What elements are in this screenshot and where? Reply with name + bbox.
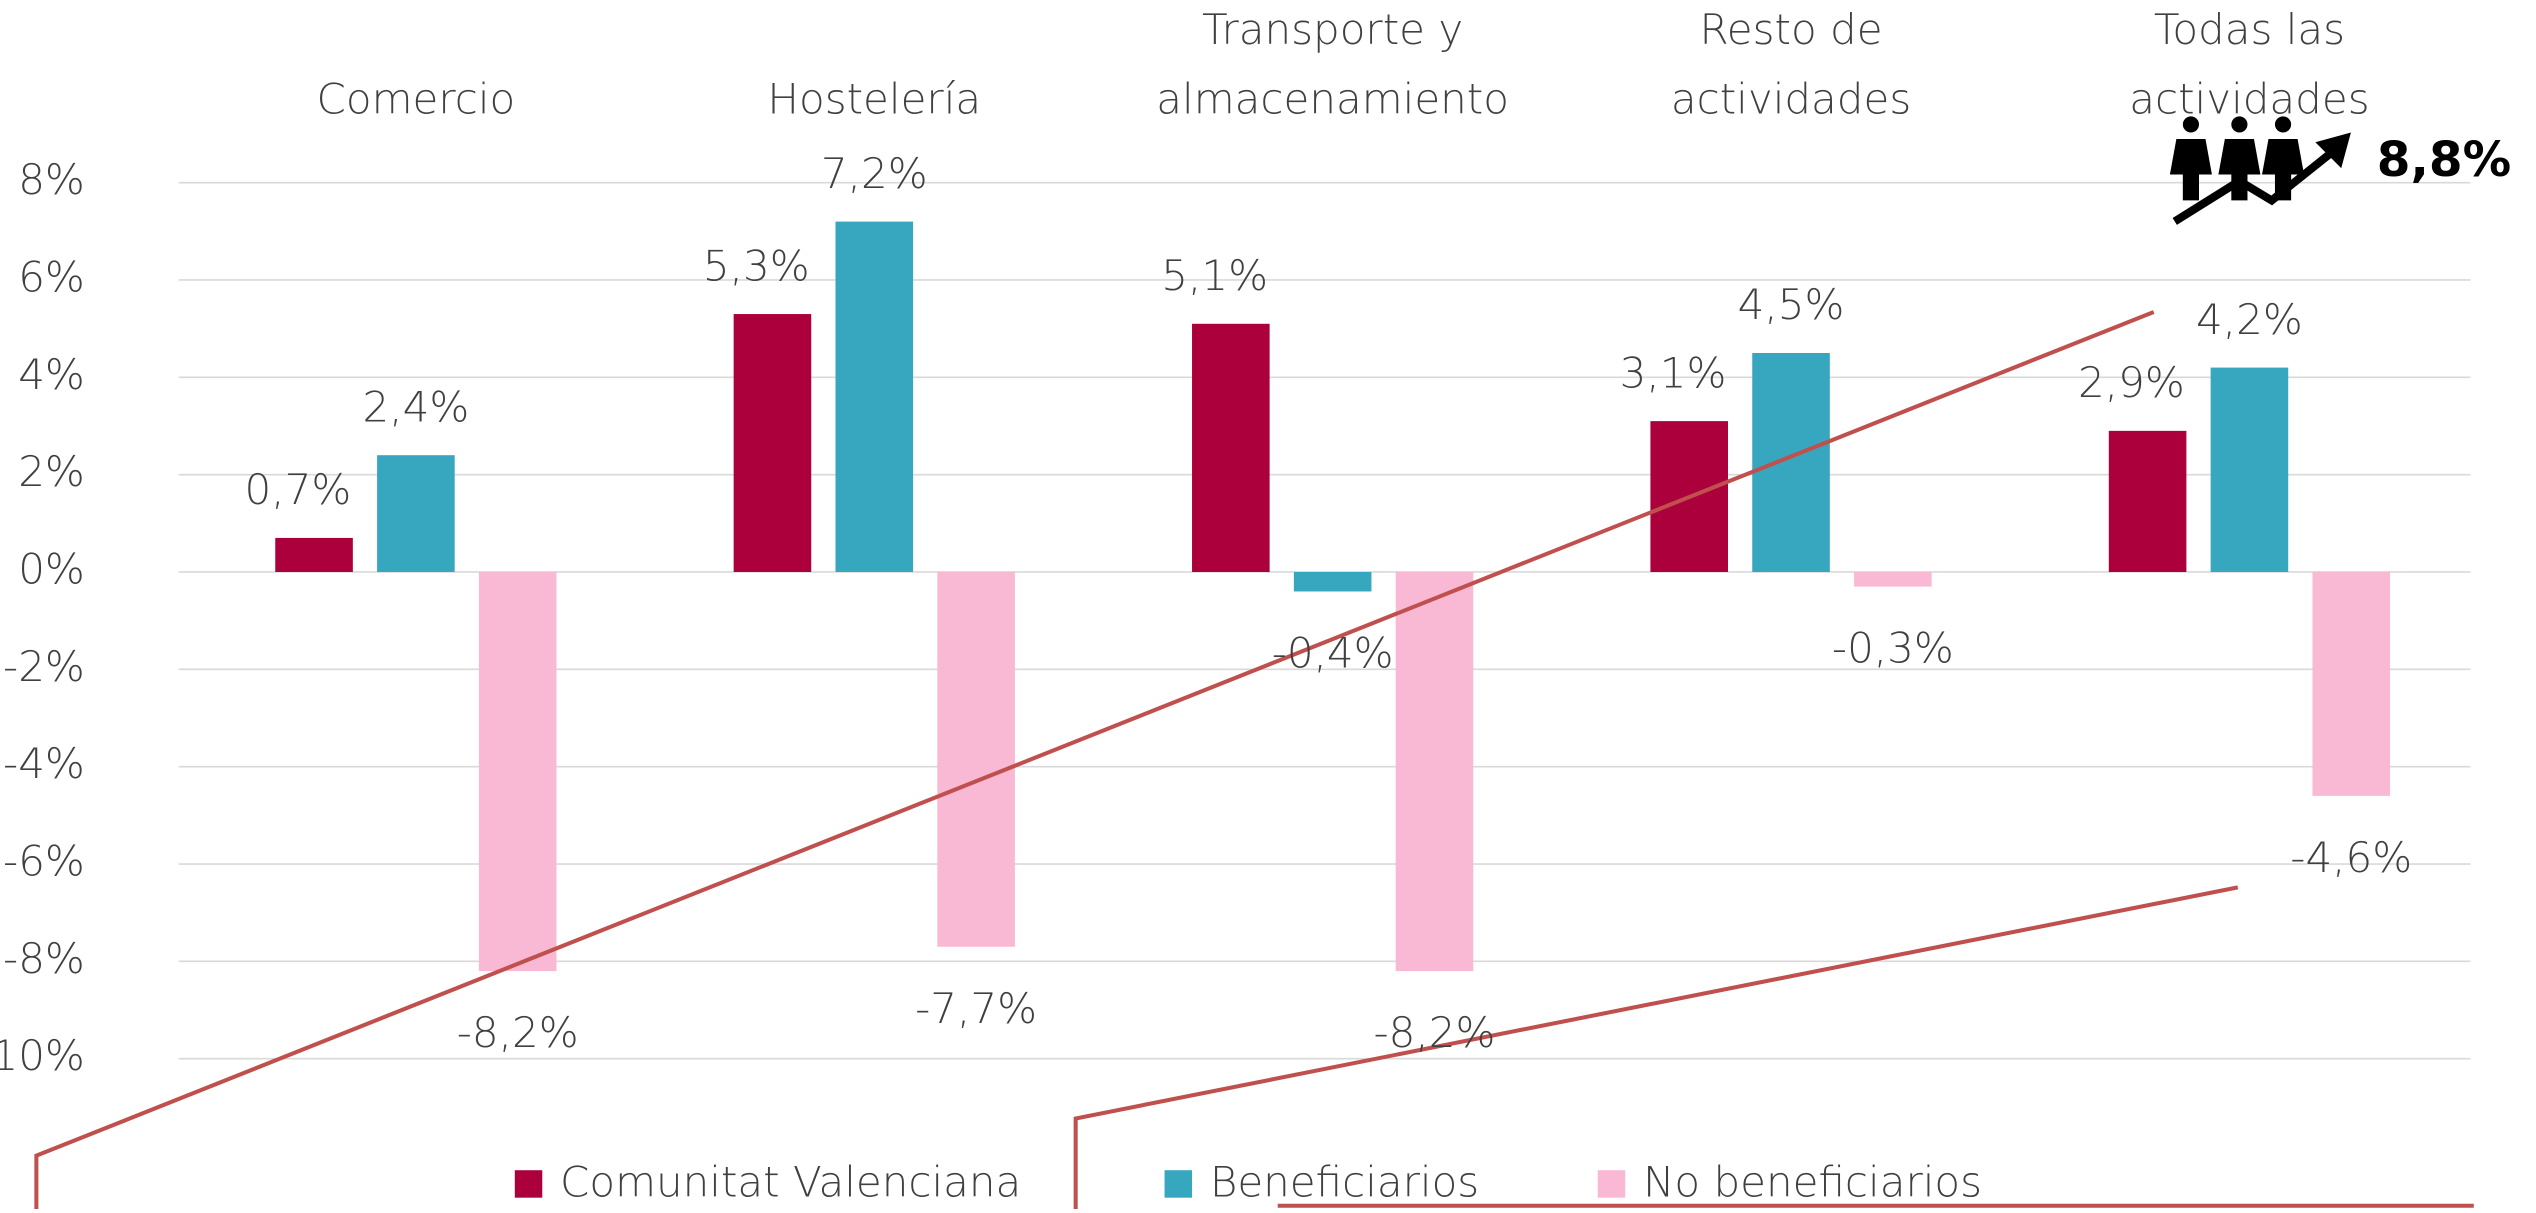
data-label: -0,4% xyxy=(1272,629,1394,678)
legend-label: No beneficiarios xyxy=(1643,1157,1982,1206)
icon-body xyxy=(2169,139,2212,201)
bar xyxy=(1293,571,1372,592)
legend-label: Beneficiarios xyxy=(1210,1157,1479,1206)
bar xyxy=(937,571,1015,947)
x-category-label: almacenamiento xyxy=(1156,74,1509,123)
bar xyxy=(275,537,353,572)
bar xyxy=(2210,367,2289,572)
icon-body xyxy=(2262,139,2305,201)
bar xyxy=(478,571,557,972)
y-tick-label: 0% xyxy=(18,544,85,593)
bars xyxy=(275,221,2391,972)
y-tick-label: -10% xyxy=(0,1031,85,1080)
data-label: 4,5% xyxy=(1738,280,1845,329)
bar xyxy=(2108,430,2187,572)
data-label: -8,2% xyxy=(457,1008,579,1057)
y-tick-label: -8% xyxy=(3,934,85,983)
x-category-label: Todas las xyxy=(2154,5,2345,54)
data-label: 0,7% xyxy=(245,465,352,514)
bar xyxy=(1192,323,1270,572)
x-category-label: actividades xyxy=(1671,74,1911,123)
data-label: 5,3% xyxy=(703,241,810,290)
data-label: 4,2% xyxy=(2196,295,2303,344)
data-label: 5,1% xyxy=(1161,251,1268,300)
callout-lines xyxy=(34,310,2474,1209)
callout-line xyxy=(34,310,2155,1209)
data-label: 3,1% xyxy=(1620,348,1727,397)
bar xyxy=(377,455,455,572)
data-label: -4,6% xyxy=(2290,833,2412,882)
icon-head xyxy=(2182,116,2199,133)
bar xyxy=(1854,571,1932,587)
bar xyxy=(2312,571,2391,796)
data-label: 7,2% xyxy=(821,149,928,198)
bar xyxy=(1395,571,1474,972)
icon xyxy=(2169,116,2351,225)
icon-arrowhead xyxy=(2315,132,2351,169)
callout-line xyxy=(1073,885,2239,1209)
legend-label: Comunitat Valenciana xyxy=(560,1157,1021,1206)
x-category-label: Comercio xyxy=(317,74,516,123)
bar xyxy=(835,221,914,572)
icon-head xyxy=(2274,116,2292,133)
y-tick-label: 4% xyxy=(18,350,85,399)
data-label: -8,2% xyxy=(1374,1008,1496,1057)
y-tick-label: 8% xyxy=(18,155,85,204)
data-label: -7,7% xyxy=(915,984,1037,1033)
x-category-label: Resto de xyxy=(1699,5,1882,54)
x-category-label: Hostelería xyxy=(767,74,981,123)
y-tick-label: -6% xyxy=(3,837,85,886)
annotation: 8,8% xyxy=(2377,132,2511,188)
y-tick-label: -4% xyxy=(3,739,85,788)
icon-body xyxy=(2218,139,2261,201)
x-category-label: Transporte y xyxy=(1202,5,1463,54)
legend-swatch xyxy=(1597,1170,1626,1198)
bar xyxy=(1752,352,1830,572)
data-label: -0,3% xyxy=(1832,624,1954,673)
y-tick-label: 6% xyxy=(18,252,85,301)
legend-swatch xyxy=(1164,1170,1193,1198)
data-label: 2,9% xyxy=(2078,358,2185,407)
bar xyxy=(733,314,812,572)
data-label: 2,4% xyxy=(363,382,470,431)
icon-arrow xyxy=(2172,145,2339,225)
y-tick-label: -2% xyxy=(3,642,85,691)
legend-swatch xyxy=(514,1170,543,1198)
x-category-label: actividades xyxy=(2129,74,2369,123)
icon-head xyxy=(2231,116,2248,133)
y-tick-label: 2% xyxy=(18,447,85,496)
